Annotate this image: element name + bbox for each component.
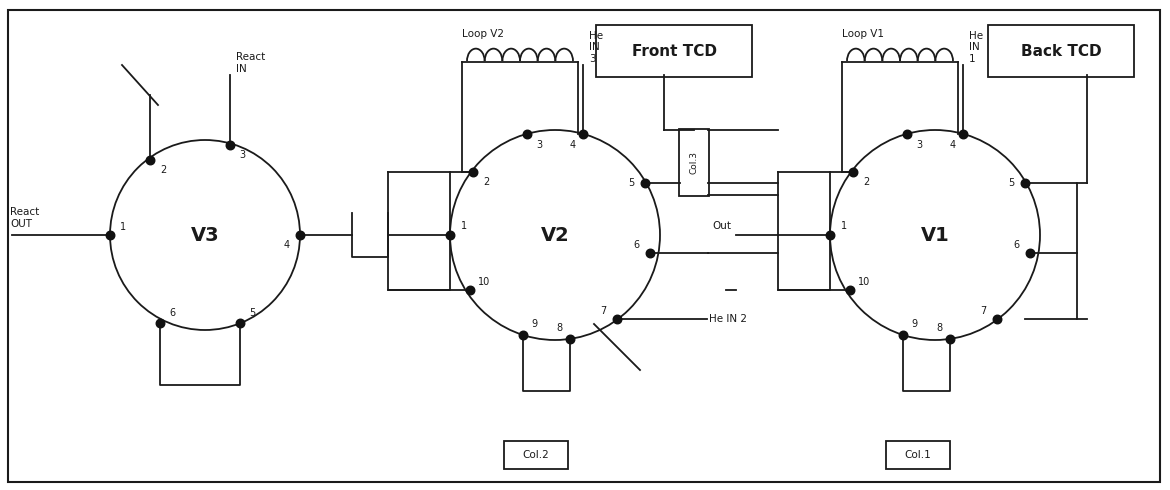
Point <box>463 168 482 176</box>
Point <box>941 335 959 343</box>
Text: 1: 1 <box>461 221 467 231</box>
Point <box>635 179 654 187</box>
Point <box>820 231 839 239</box>
Text: Col.3: Col.3 <box>689 151 698 174</box>
Text: He
IN
1: He IN 1 <box>969 31 983 64</box>
Text: Loop V2: Loop V2 <box>462 29 504 39</box>
Text: Col.2: Col.2 <box>523 450 550 460</box>
Text: 6: 6 <box>168 308 176 318</box>
Text: He IN 2: He IN 2 <box>709 314 746 324</box>
Point <box>517 130 536 138</box>
Point <box>140 156 159 164</box>
Text: 8: 8 <box>556 323 562 333</box>
Text: Loop V1: Loop V1 <box>842 29 885 39</box>
Text: 3: 3 <box>536 140 542 150</box>
Text: 7: 7 <box>979 306 986 316</box>
Text: React
OUT: React OUT <box>11 207 40 229</box>
FancyBboxPatch shape <box>679 129 709 196</box>
FancyBboxPatch shape <box>886 441 950 469</box>
Text: 5: 5 <box>249 308 255 318</box>
Point <box>230 319 249 327</box>
Text: Out: Out <box>713 221 731 231</box>
Point <box>844 168 862 176</box>
Text: React
IN: React IN <box>236 52 266 74</box>
Point <box>101 231 119 239</box>
Point <box>573 130 592 138</box>
Text: 1: 1 <box>841 221 847 231</box>
Point <box>897 130 916 138</box>
Point <box>954 130 972 138</box>
Point <box>514 331 532 339</box>
Text: 2: 2 <box>160 165 166 175</box>
Text: 6: 6 <box>633 240 639 250</box>
Point <box>221 141 240 149</box>
Text: 10: 10 <box>477 277 490 287</box>
FancyBboxPatch shape <box>504 441 567 469</box>
Text: V2: V2 <box>541 225 570 245</box>
Text: Col.1: Col.1 <box>904 450 931 460</box>
Text: 10: 10 <box>858 277 870 287</box>
Text: 4: 4 <box>284 240 290 250</box>
Text: 8: 8 <box>936 323 942 333</box>
Text: 4: 4 <box>950 140 956 150</box>
Point <box>641 249 660 257</box>
Text: Back TCD: Back TCD <box>1020 44 1101 58</box>
Text: 6: 6 <box>1013 240 1019 250</box>
Point <box>894 331 913 339</box>
FancyBboxPatch shape <box>596 25 752 77</box>
Point <box>461 286 480 294</box>
FancyBboxPatch shape <box>987 25 1134 77</box>
Text: 5: 5 <box>628 178 634 188</box>
Text: Front TCD: Front TCD <box>632 44 716 58</box>
Text: 3: 3 <box>916 140 922 150</box>
Text: 7: 7 <box>600 306 606 316</box>
Point <box>441 231 460 239</box>
Point <box>290 231 309 239</box>
Text: 4: 4 <box>570 140 576 150</box>
Point <box>840 286 859 294</box>
Text: 9: 9 <box>911 319 917 329</box>
Text: 9: 9 <box>531 319 537 329</box>
Point <box>151 319 170 327</box>
Point <box>1016 179 1034 187</box>
Text: V3: V3 <box>191 225 219 245</box>
Text: He
IN
3: He IN 3 <box>589 31 603 64</box>
Point <box>987 315 1006 323</box>
Text: 5: 5 <box>1007 178 1014 188</box>
Text: 2: 2 <box>863 177 869 187</box>
Point <box>607 315 626 323</box>
Point <box>560 335 579 343</box>
Point <box>1020 249 1039 257</box>
Text: 1: 1 <box>121 222 126 232</box>
Text: 3: 3 <box>239 150 245 160</box>
Text: V1: V1 <box>921 225 949 245</box>
Text: 2: 2 <box>483 177 489 187</box>
